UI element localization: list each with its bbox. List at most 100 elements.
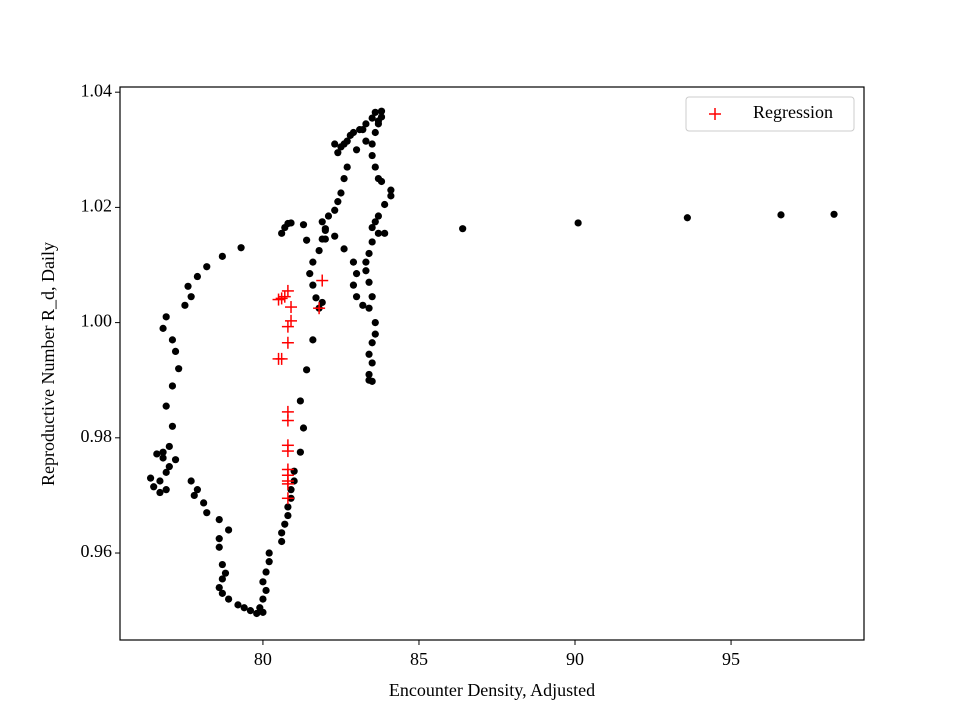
point (459, 225, 467, 233)
point (368, 151, 376, 160)
point (187, 477, 195, 485)
plus-marker (281, 336, 294, 349)
point (218, 252, 226, 260)
x-axis-label: Encounter Density, Adjusted (389, 680, 595, 700)
point (374, 120, 383, 128)
point (352, 293, 361, 301)
plus-marker (709, 108, 721, 120)
point (156, 488, 164, 497)
point (284, 511, 292, 520)
point (259, 578, 267, 586)
point (683, 214, 691, 222)
point (221, 569, 230, 577)
point (574, 219, 582, 227)
plus-marker (281, 414, 294, 427)
point (321, 225, 329, 233)
plus-marker (281, 492, 294, 505)
point (381, 229, 389, 237)
point (309, 281, 317, 289)
point (215, 516, 223, 524)
point (159, 448, 167, 456)
point (262, 568, 270, 576)
point (334, 149, 342, 157)
point (365, 304, 373, 312)
point (168, 382, 177, 390)
point (309, 258, 317, 266)
point (240, 604, 248, 612)
point (303, 366, 311, 374)
point (343, 137, 351, 145)
point (162, 313, 170, 321)
point (318, 298, 326, 307)
point (259, 595, 267, 603)
point (318, 218, 326, 226)
legend: Regression (685, 96, 855, 132)
point (381, 200, 389, 209)
point (387, 192, 395, 200)
point (371, 330, 379, 338)
point (181, 301, 189, 309)
point (299, 424, 308, 432)
point (265, 558, 273, 566)
point (265, 549, 273, 557)
point (296, 448, 304, 456)
point (278, 537, 286, 546)
point (246, 607, 255, 615)
plus-marker (275, 352, 288, 365)
point (368, 140, 376, 148)
point (162, 402, 170, 410)
point (290, 477, 298, 485)
point (371, 108, 379, 116)
point (830, 210, 838, 218)
point (303, 236, 311, 244)
point (365, 249, 373, 258)
point (371, 128, 379, 137)
point (368, 223, 376, 232)
point (362, 137, 370, 145)
point (215, 543, 223, 551)
point (368, 114, 376, 122)
point (193, 272, 201, 281)
point (337, 189, 345, 197)
plot-area (146, 107, 838, 618)
point (290, 467, 298, 475)
point (365, 350, 373, 358)
point (331, 140, 339, 148)
point (278, 529, 286, 537)
point (218, 589, 226, 597)
point (377, 177, 386, 186)
point (371, 163, 379, 171)
point (225, 526, 233, 534)
y-axis-label: Reproductive Number R_d, Daily (38, 242, 58, 486)
point (262, 586, 270, 595)
point (168, 422, 177, 430)
point (237, 244, 245, 252)
y-tick-label: 1.02 (81, 196, 113, 216)
point (359, 301, 367, 309)
point (299, 221, 308, 229)
point (153, 450, 161, 458)
point (777, 211, 785, 219)
point (387, 186, 395, 194)
point (171, 456, 180, 464)
point (368, 339, 376, 347)
point (359, 126, 367, 134)
point (374, 229, 383, 237)
point (168, 336, 177, 344)
point (156, 477, 164, 485)
point (371, 319, 379, 327)
point (253, 609, 261, 618)
point (321, 235, 329, 243)
plus-marker (281, 477, 294, 490)
legend-box (685, 96, 855, 132)
plus-marker (313, 302, 326, 315)
point (171, 347, 180, 356)
point (374, 212, 383, 220)
point (362, 120, 370, 128)
point (284, 503, 292, 511)
point (193, 486, 201, 494)
y-tick-label: 1.04 (81, 80, 113, 100)
point (352, 270, 361, 278)
point (218, 575, 226, 583)
plus-marker (281, 320, 294, 333)
